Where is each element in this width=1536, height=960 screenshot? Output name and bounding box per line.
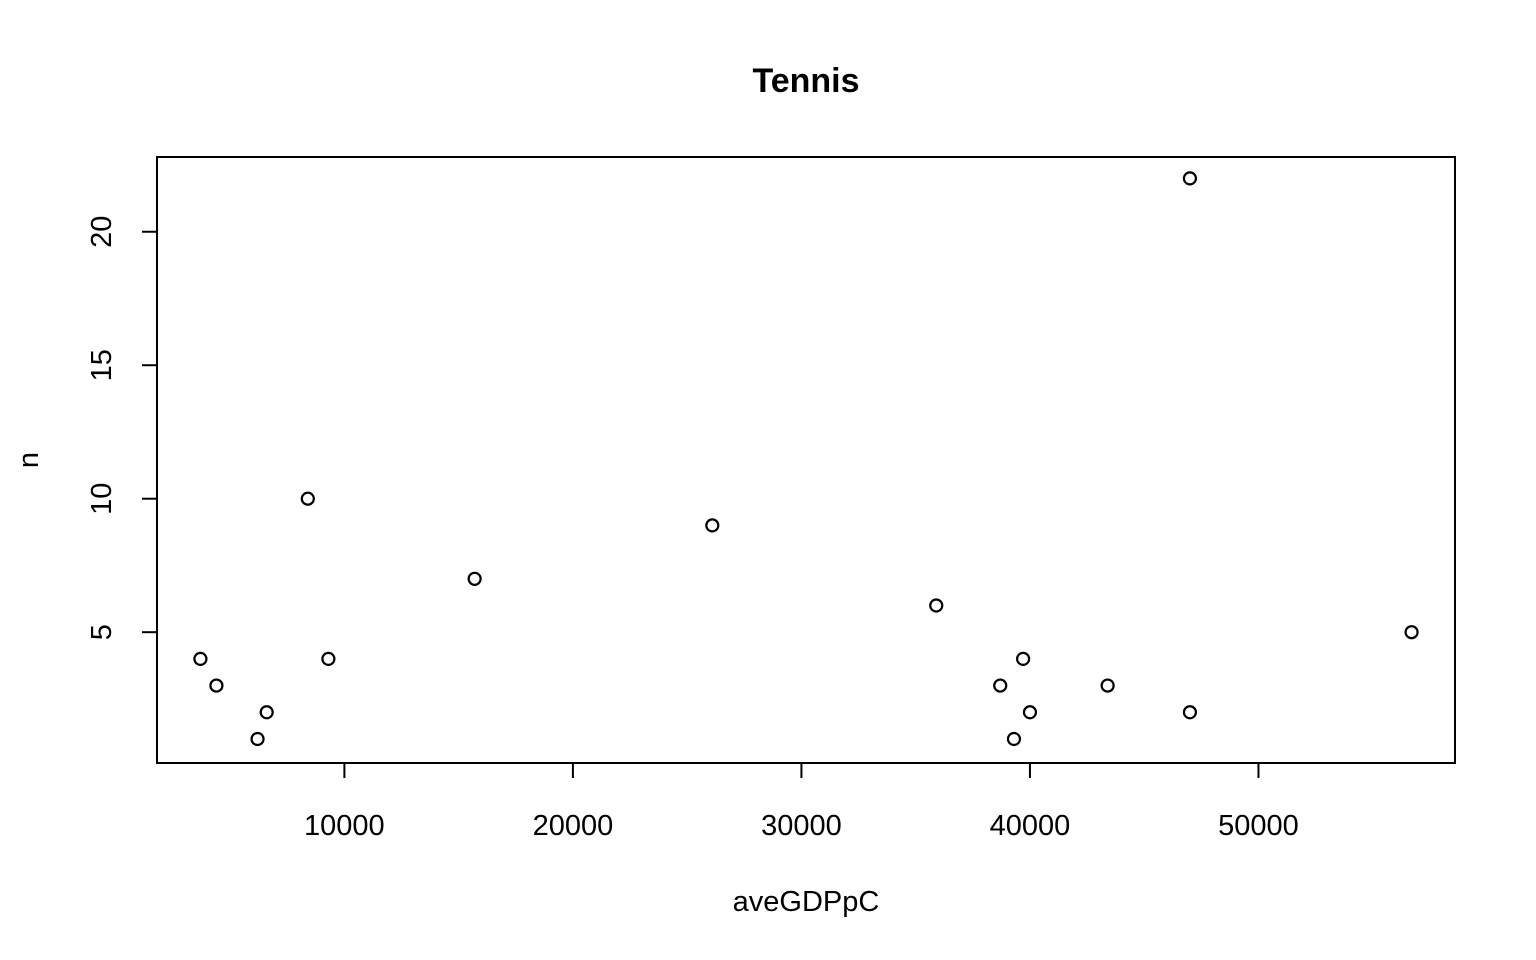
y-tick-label: 10 <box>86 483 118 515</box>
y-axis: 5 10 15 20 <box>86 216 158 640</box>
data-point <box>1006 731 1022 747</box>
data-point <box>321 651 336 666</box>
x-axis-label: aveGDPpC <box>733 886 880 918</box>
data-point <box>1022 705 1038 720</box>
x-tick-label: 20000 <box>533 810 614 842</box>
data-point <box>250 731 265 747</box>
x-tick-label: 50000 <box>1218 810 1299 842</box>
data-point <box>300 491 315 506</box>
data-point <box>1182 171 1198 186</box>
data-points <box>193 171 1419 747</box>
x-axis: 10000 20000 30000 40000 50000 <box>304 762 1299 842</box>
y-tick-label: 5 <box>86 624 118 640</box>
data-point <box>1015 651 1031 666</box>
data-point <box>705 518 720 533</box>
data-point <box>1182 705 1198 720</box>
data-point <box>1100 678 1115 693</box>
y-axis-label: n <box>13 452 45 468</box>
x-tick-label: 40000 <box>990 810 1071 842</box>
data-point <box>993 678 1008 693</box>
data-point <box>209 678 224 693</box>
plot-frame <box>156 156 1456 764</box>
y-tick-label: 20 <box>86 216 118 248</box>
chart-title: Tennis <box>752 62 859 100</box>
x-tick-label: 10000 <box>304 810 385 842</box>
x-tick-label: 30000 <box>761 810 842 842</box>
data-point <box>259 705 274 720</box>
data-point <box>1404 625 1419 640</box>
data-point <box>467 571 482 586</box>
data-point <box>193 651 208 666</box>
data-point <box>929 598 944 613</box>
y-tick-label: 15 <box>86 349 118 381</box>
